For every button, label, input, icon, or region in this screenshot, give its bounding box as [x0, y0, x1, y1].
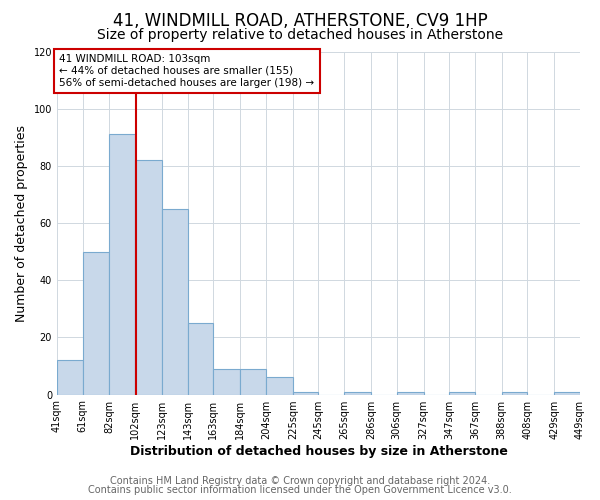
- Bar: [554, 392, 580, 394]
- Bar: [162, 208, 188, 394]
- Y-axis label: Number of detached properties: Number of detached properties: [15, 124, 28, 322]
- Bar: [344, 392, 371, 394]
- Bar: [135, 160, 162, 394]
- Bar: [449, 392, 475, 394]
- Bar: [214, 369, 240, 394]
- Bar: [57, 360, 83, 394]
- Text: Size of property relative to detached houses in Atherstone: Size of property relative to detached ho…: [97, 28, 503, 42]
- Bar: [83, 252, 109, 394]
- Bar: [188, 323, 214, 394]
- Text: Contains HM Land Registry data © Crown copyright and database right 2024.: Contains HM Land Registry data © Crown c…: [110, 476, 490, 486]
- Text: 41 WINDMILL ROAD: 103sqm
← 44% of detached houses are smaller (155)
56% of semi-: 41 WINDMILL ROAD: 103sqm ← 44% of detach…: [59, 54, 314, 88]
- Bar: [109, 134, 135, 394]
- Bar: [240, 369, 266, 394]
- Bar: [502, 392, 527, 394]
- Text: 41, WINDMILL ROAD, ATHERSTONE, CV9 1HP: 41, WINDMILL ROAD, ATHERSTONE, CV9 1HP: [113, 12, 487, 30]
- X-axis label: Distribution of detached houses by size in Atherstone: Distribution of detached houses by size …: [130, 444, 508, 458]
- Bar: [293, 392, 319, 394]
- Text: Contains public sector information licensed under the Open Government Licence v3: Contains public sector information licen…: [88, 485, 512, 495]
- Bar: [266, 378, 293, 394]
- Bar: [397, 392, 424, 394]
